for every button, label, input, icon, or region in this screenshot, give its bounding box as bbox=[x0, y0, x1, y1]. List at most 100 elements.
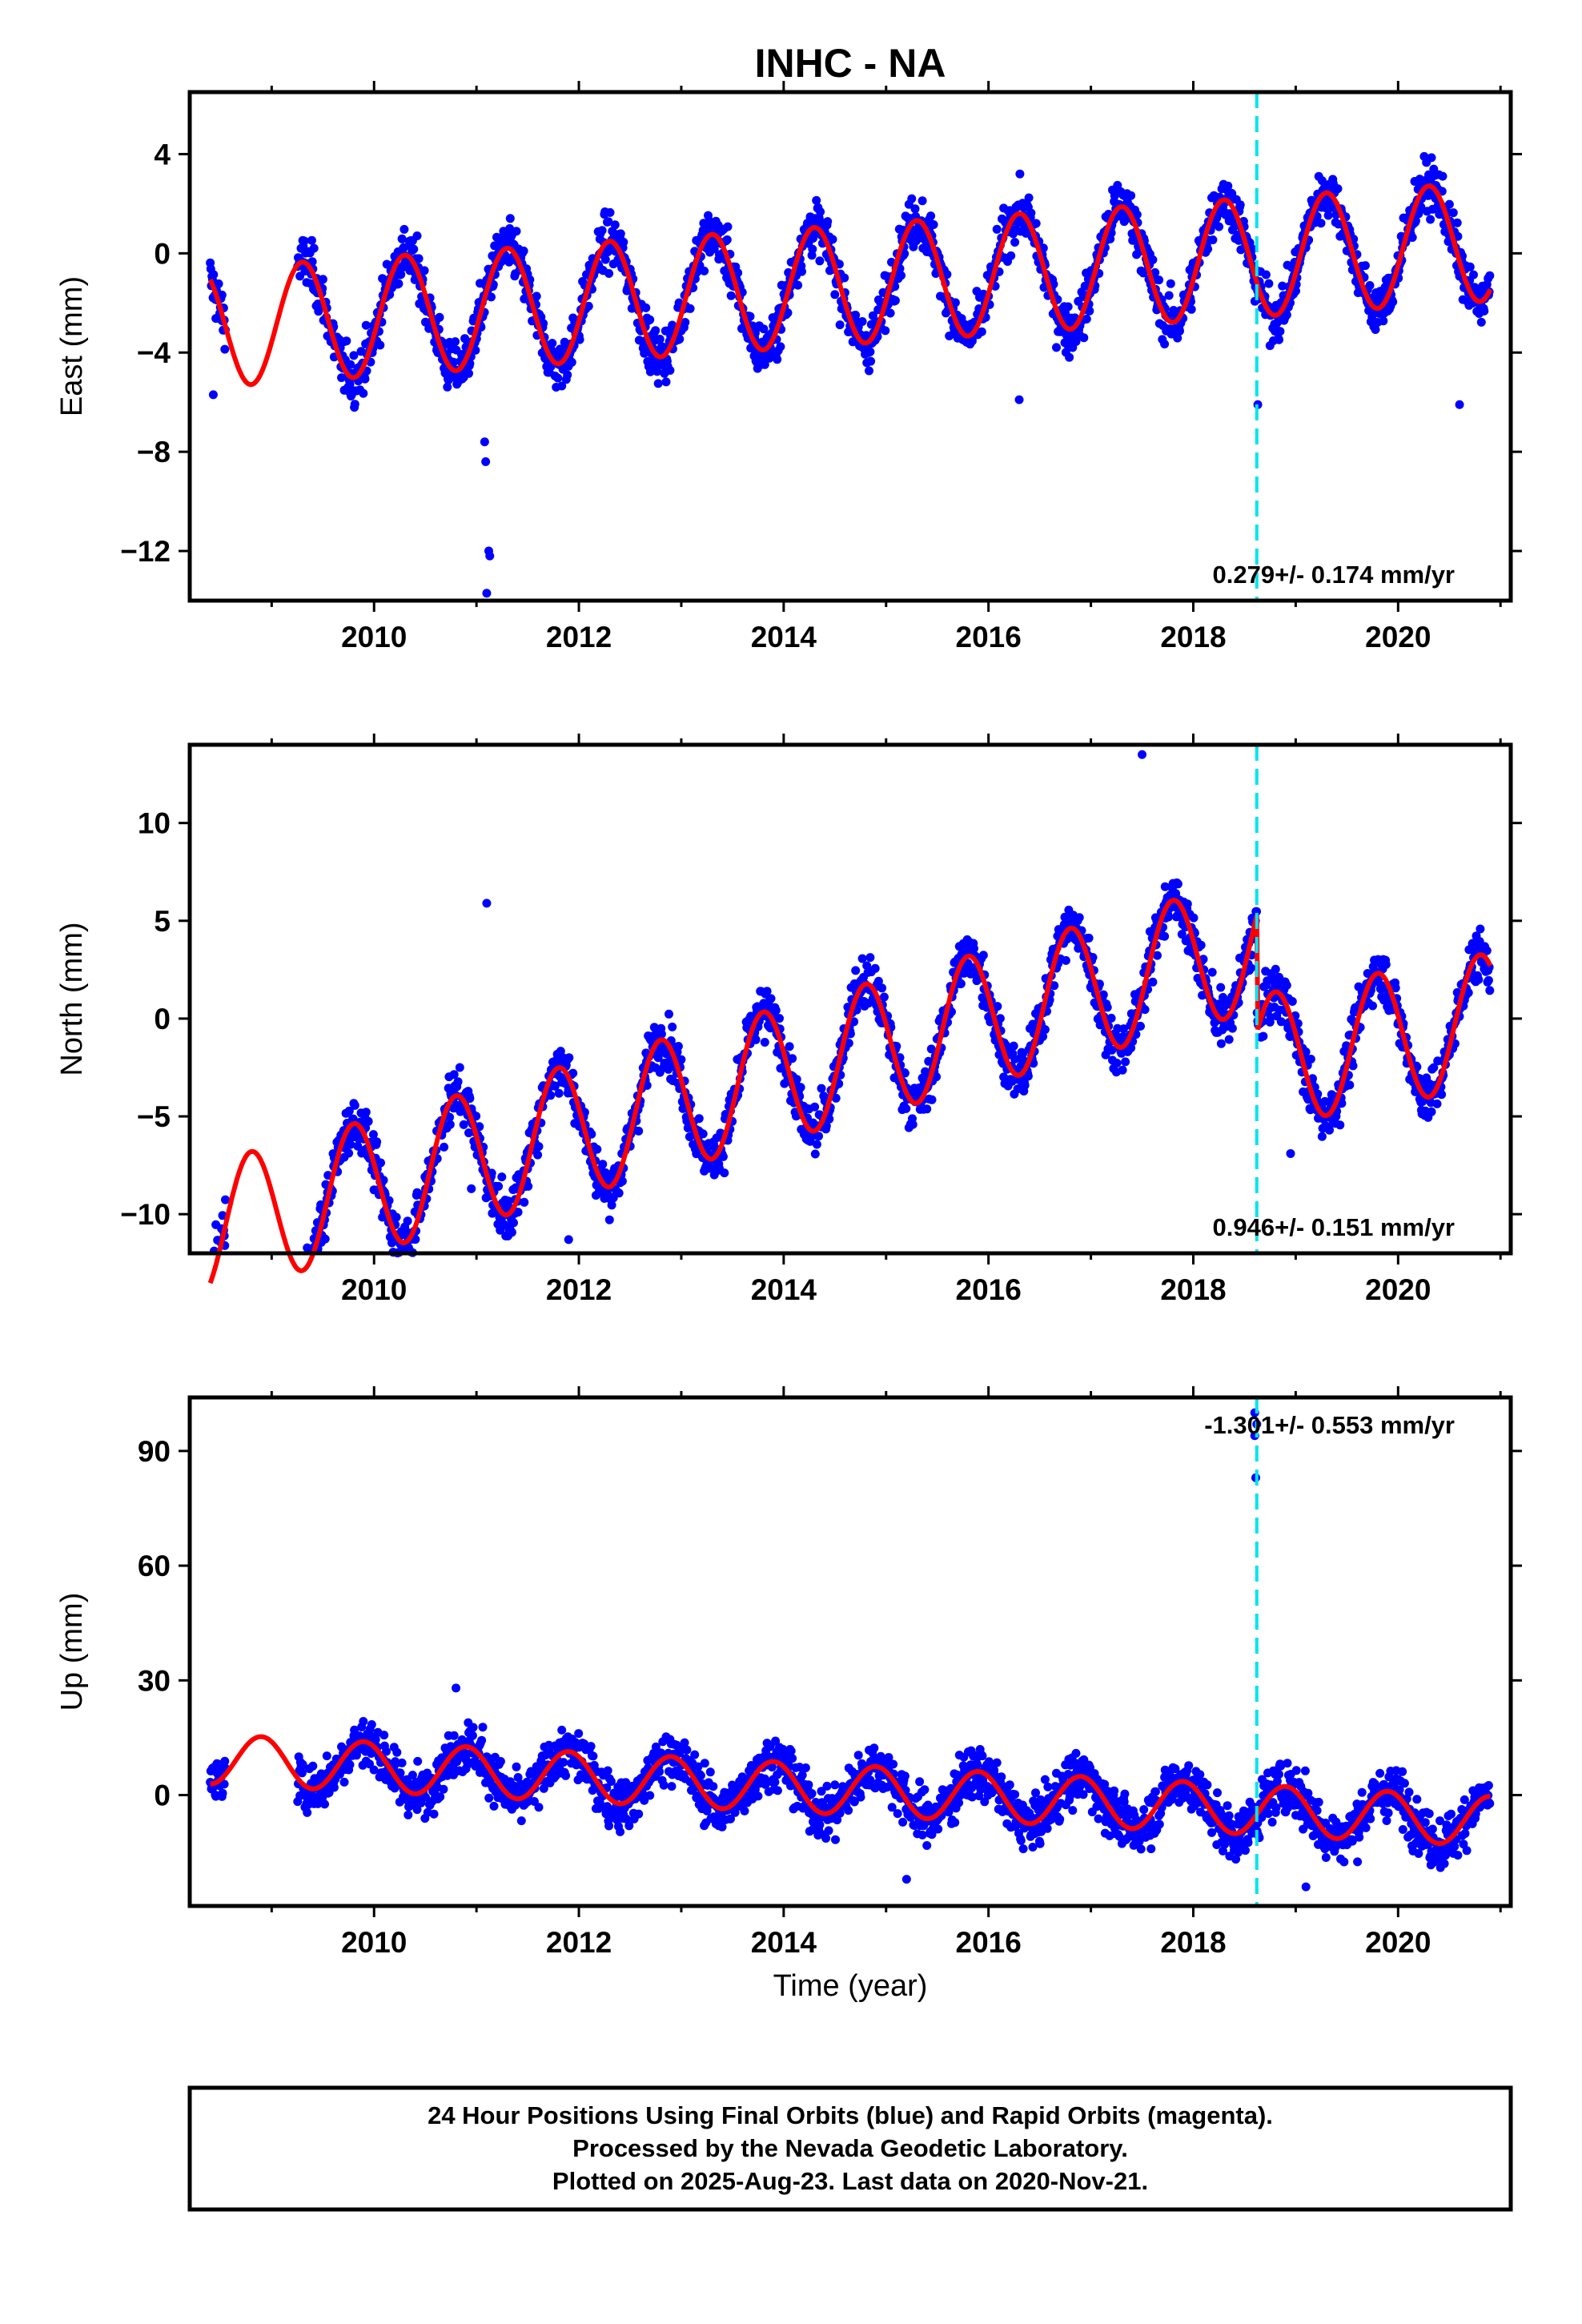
data-point bbox=[597, 226, 607, 235]
data-point bbox=[1485, 271, 1495, 280]
data-point bbox=[616, 1827, 625, 1836]
data-point bbox=[808, 244, 817, 254]
data-point bbox=[1306, 1055, 1315, 1063]
data-point bbox=[1148, 977, 1158, 987]
data-point bbox=[604, 1215, 614, 1224]
data-point bbox=[1227, 1023, 1237, 1033]
data-point bbox=[910, 204, 920, 214]
data-point bbox=[361, 1108, 371, 1117]
data-point bbox=[449, 1731, 459, 1740]
data-point bbox=[465, 1094, 475, 1104]
data-point bbox=[771, 1006, 781, 1015]
y-tick-label: −12 bbox=[120, 535, 171, 568]
data-point bbox=[1426, 215, 1435, 224]
data-point bbox=[870, 963, 880, 973]
data-point bbox=[785, 1042, 794, 1051]
y-tick-label: 5 bbox=[154, 905, 171, 938]
data-point bbox=[1271, 964, 1280, 974]
data-point bbox=[1009, 1041, 1018, 1051]
data-point bbox=[881, 326, 890, 336]
outlier-point bbox=[1286, 1148, 1295, 1158]
data-point bbox=[1020, 1080, 1030, 1090]
data-point bbox=[449, 357, 458, 367]
data-point bbox=[751, 1035, 761, 1044]
y-axis-label: East (mm) bbox=[55, 276, 89, 416]
data-point bbox=[1485, 986, 1495, 995]
data-point bbox=[1216, 1039, 1226, 1048]
x-tick-label: 2020 bbox=[1365, 621, 1431, 653]
data-point bbox=[487, 292, 496, 302]
data-point bbox=[1437, 1090, 1447, 1100]
data-point bbox=[815, 256, 825, 266]
data-point bbox=[453, 1077, 463, 1087]
data-point bbox=[379, 1731, 389, 1740]
data-point bbox=[1015, 169, 1025, 179]
data-point bbox=[588, 1751, 598, 1761]
data-point bbox=[812, 1140, 821, 1149]
data-point bbox=[760, 1038, 769, 1047]
data-point bbox=[451, 337, 460, 347]
data-point bbox=[604, 269, 614, 278]
data-point bbox=[512, 227, 521, 236]
data-point bbox=[1186, 304, 1196, 314]
data-point bbox=[1112, 1059, 1122, 1068]
data-point bbox=[497, 1172, 507, 1182]
data-point bbox=[879, 992, 889, 1002]
data-point bbox=[429, 1809, 439, 1819]
data-point bbox=[1106, 1013, 1116, 1023]
data-point bbox=[723, 222, 733, 231]
data-point bbox=[694, 1114, 704, 1124]
data-point bbox=[367, 1720, 376, 1729]
data-point bbox=[468, 1723, 478, 1732]
data-point bbox=[512, 1762, 521, 1771]
x-tick-label: 2010 bbox=[341, 621, 407, 653]
data-point bbox=[877, 983, 887, 993]
data-point bbox=[559, 1758, 568, 1767]
data-point bbox=[866, 356, 876, 366]
data-point bbox=[477, 1735, 487, 1745]
data-point bbox=[217, 290, 227, 300]
data-point bbox=[1388, 297, 1398, 307]
data-point bbox=[412, 231, 422, 240]
outlier-point bbox=[1014, 395, 1024, 404]
data-point bbox=[1448, 208, 1458, 218]
data-point bbox=[464, 368, 473, 378]
data-point bbox=[978, 951, 988, 960]
data-point bbox=[1024, 193, 1034, 203]
rate-annotation: 0.279+/- 0.174 mm/yr bbox=[1213, 561, 1455, 589]
data-point bbox=[1208, 235, 1218, 244]
data-point bbox=[1079, 333, 1089, 343]
data-point bbox=[1261, 270, 1271, 279]
data-point bbox=[494, 1181, 504, 1191]
data-point bbox=[1160, 931, 1170, 941]
data-point bbox=[592, 1144, 602, 1154]
data-point bbox=[619, 237, 628, 247]
data-point bbox=[308, 1761, 318, 1771]
data-point bbox=[320, 1234, 330, 1244]
data-point bbox=[907, 194, 917, 203]
data-point bbox=[445, 1120, 455, 1129]
data-point bbox=[520, 1197, 529, 1207]
x-tick-label: 2016 bbox=[956, 621, 1022, 653]
data-point bbox=[641, 303, 651, 312]
data-point bbox=[828, 235, 837, 244]
y-tick-label: 10 bbox=[138, 807, 171, 840]
data-point bbox=[455, 1063, 464, 1072]
data-point bbox=[1476, 924, 1485, 934]
data-point bbox=[400, 224, 409, 234]
data-point bbox=[908, 1120, 917, 1129]
outlier-point bbox=[480, 437, 489, 447]
data-point bbox=[840, 273, 849, 283]
data-point bbox=[553, 373, 563, 383]
data-point bbox=[1121, 1057, 1130, 1067]
data-point bbox=[516, 1816, 526, 1826]
data-point bbox=[865, 366, 873, 376]
data-point bbox=[1335, 1120, 1345, 1130]
data-point bbox=[1010, 238, 1020, 247]
data-point bbox=[1427, 153, 1436, 163]
data-point bbox=[1065, 352, 1074, 362]
data-point bbox=[359, 1717, 368, 1726]
x-tick-label: 2010 bbox=[341, 1273, 407, 1306]
outlier-point bbox=[1455, 400, 1464, 409]
